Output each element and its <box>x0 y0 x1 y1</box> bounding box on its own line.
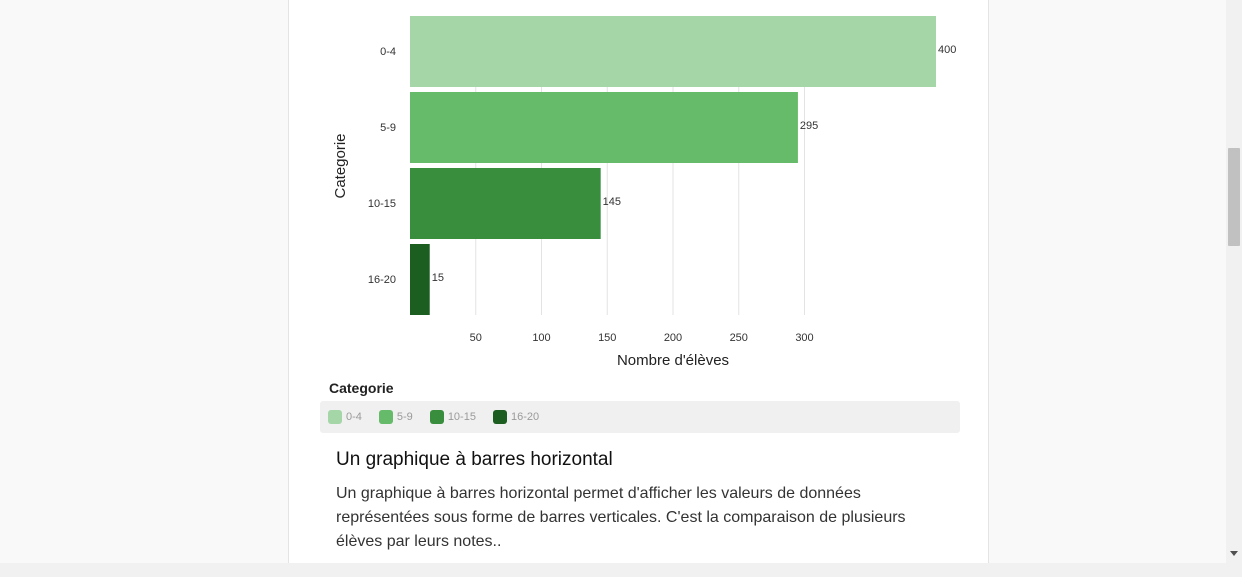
section-heading: Un graphique à barres horizontal <box>336 449 613 470</box>
x-tick-label: 100 <box>532 332 550 344</box>
y-tick-label: 10-15 <box>368 198 396 210</box>
x-tick-label: 50 <box>470 332 482 344</box>
bar-10-15 <box>410 168 601 239</box>
value-labels: 400 295 145 15 <box>432 44 957 284</box>
y-tick-label: 5-9 <box>380 122 396 134</box>
legend: 0-4 5-9 10-15 16-20 <box>320 401 960 433</box>
legend-swatch <box>328 410 342 424</box>
legend-item[interactable]: 10-15 <box>429 410 476 424</box>
x-tick-labels: 50 100 150 200 250 300 <box>470 332 814 344</box>
bar-5-9 <box>410 92 798 163</box>
x-tick-label: 250 <box>730 332 748 344</box>
y-axis-label: Categorie <box>332 133 349 198</box>
legend-label: 16-20 <box>510 411 540 423</box>
vertical-scrollbar[interactable] <box>1226 0 1242 577</box>
legend-swatch <box>429 410 444 424</box>
legend-label: 10-15 <box>447 411 476 423</box>
legend-item[interactable]: 0-4 <box>328 410 362 424</box>
y-tick-label: 0-4 <box>380 46 396 58</box>
legend-label: 5-9 <box>396 411 413 423</box>
bar-16-20 <box>410 244 430 315</box>
bars <box>410 16 936 315</box>
x-axis-label: Nombre d'élèves <box>617 352 729 369</box>
bottom-strip <box>0 563 1226 577</box>
legend-label: 0-4 <box>346 411 362 423</box>
y-tick-label: 16-20 <box>368 274 396 286</box>
legend-swatch <box>492 410 507 424</box>
value-label: 400 <box>938 44 956 56</box>
legend-swatch <box>378 410 393 424</box>
bar-0-4 <box>410 16 936 87</box>
bar-chart: 400 295 145 15 0-4 5-9 10-15 16-20 50 100 150 200… <box>332 16 957 369</box>
legend-item[interactable]: 5-9 <box>378 410 413 424</box>
value-label: 295 <box>800 120 818 132</box>
x-tick-label: 150 <box>598 332 616 344</box>
section-description: Un graphique à barres horizontal permet … <box>336 485 906 550</box>
y-tick-labels: 0-4 5-9 10-15 16-20 <box>368 46 396 286</box>
value-label: 145 <box>603 196 621 208</box>
legend-item[interactable]: 16-20 <box>492 410 540 424</box>
scroll-down-arrow-icon[interactable] <box>1230 551 1238 556</box>
value-label: 15 <box>432 272 444 284</box>
scrollbar-thumb[interactable] <box>1228 148 1240 246</box>
x-tick-label: 200 <box>664 332 682 344</box>
x-tick-label: 300 <box>795 332 813 344</box>
legend-title: Categorie <box>329 380 394 396</box>
